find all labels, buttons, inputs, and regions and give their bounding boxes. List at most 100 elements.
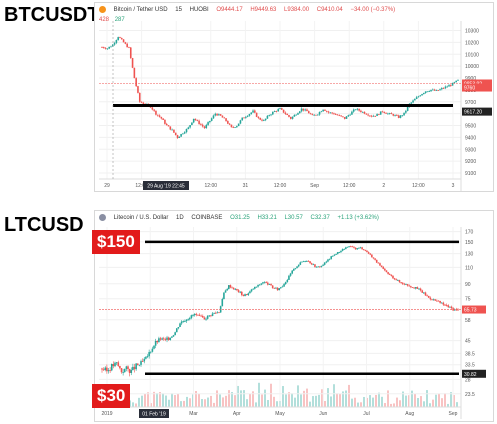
btc-chart-svg[interactable]: 1030010200101001000099009800970096009500…: [95, 3, 493, 191]
candle-body: [370, 115, 373, 117]
candle-body: [405, 110, 407, 113]
candle-body: [114, 362, 116, 367]
candle-body: [421, 94, 423, 96]
candle-body: [140, 361, 142, 365]
candle-body: [278, 288, 280, 291]
candle-body: [319, 266, 321, 268]
candle-body: [115, 362, 118, 364]
candle-body: [230, 124, 233, 128]
candle-body: [306, 260, 308, 262]
candle-body: [351, 111, 353, 115]
candle-body: [127, 366, 129, 369]
x-tick-label: May: [275, 411, 285, 417]
candle-body: [328, 258, 331, 260]
candle-body: [126, 43, 128, 48]
volume-bar: [321, 389, 323, 407]
candle-body: [403, 112, 405, 116]
candle-body: [192, 315, 194, 316]
candle-body: [140, 101, 143, 103]
x-tick-label: Apr: [233, 411, 241, 417]
candle-body: [211, 313, 214, 316]
candle-body: [288, 275, 290, 280]
candle-body: [358, 108, 360, 111]
ltc-chart-svg[interactable]: 1701501301109075584538.533.52823.52019Fe…: [95, 211, 493, 421]
candle-body: [304, 261, 306, 263]
candle-body: [288, 115, 290, 117]
candle-body: [164, 119, 166, 124]
volume-bar: [135, 403, 137, 407]
volume-bar: [405, 395, 407, 407]
candle-body: [433, 89, 436, 91]
candle-body: [449, 306, 451, 308]
candle-body: [437, 90, 440, 92]
x-tick-label: Sep: [310, 183, 319, 189]
volume-bar: [207, 397, 209, 407]
candle-body: [335, 254, 337, 255]
candle-body: [281, 286, 284, 288]
candle-body: [174, 332, 176, 336]
candle-body: [239, 291, 241, 293]
volume-bar: [456, 402, 458, 407]
candle-body: [123, 369, 126, 373]
candle-body: [208, 315, 211, 317]
candle-body: [228, 123, 231, 125]
volume-bar: [270, 383, 272, 407]
candle-body: [189, 125, 191, 128]
candle-body: [130, 370, 133, 373]
candle-body: [236, 288, 238, 291]
candle-body: [324, 109, 326, 111]
candle-body: [225, 118, 227, 122]
candle-body: [117, 362, 120, 366]
candle-body: [146, 356, 149, 357]
candle-body: [190, 315, 193, 319]
candle-body: [153, 109, 155, 111]
volume-bar: [267, 400, 269, 407]
candle-body: [252, 110, 254, 113]
candle-body: [109, 370, 111, 371]
candle-body: [385, 112, 387, 114]
candle-body: [171, 129, 173, 131]
candle-body: [297, 113, 299, 115]
candle-body: [291, 270, 293, 274]
candle-body: [117, 37, 119, 41]
y-tick-label: 33.5: [465, 363, 475, 369]
candle-body: [138, 364, 141, 366]
candle-body: [232, 287, 235, 290]
candle-body: [227, 121, 229, 124]
candle-body: [244, 294, 246, 297]
candle-body: [354, 109, 357, 111]
volume-bar: [204, 399, 206, 407]
candle-body: [101, 47, 103, 48]
candle-body: [187, 127, 190, 129]
btc-exchange: HUOBI: [189, 7, 209, 13]
candle-body: [440, 302, 443, 304]
candle-body: [320, 265, 323, 267]
x-tick-label: 2019: [101, 411, 112, 417]
volume-bar: [450, 392, 452, 407]
volume-bar: [162, 393, 164, 407]
volume-bar: [225, 395, 227, 407]
volume-bar: [138, 397, 140, 407]
candle-body: [351, 246, 354, 248]
volume-bar: [426, 390, 428, 407]
candle-body: [275, 287, 277, 289]
candle-body: [286, 113, 288, 116]
volume-bar: [180, 401, 182, 407]
candle-body: [151, 348, 154, 352]
volume-bar: [444, 393, 446, 407]
candle-body: [309, 113, 312, 115]
candle-body: [361, 111, 364, 113]
candle-body: [167, 337, 170, 340]
candle-body: [334, 114, 337, 115]
volume-bar: [402, 391, 404, 407]
volume-bar: [177, 393, 179, 407]
candle-body: [133, 67, 136, 79]
candle-body: [371, 254, 373, 258]
candle-body: [293, 114, 296, 117]
btc-change: −34.00 (−0.37%): [350, 7, 396, 13]
volume-bar: [165, 395, 167, 407]
candle-body: [214, 312, 217, 314]
candle-body: [169, 126, 172, 130]
volume-bar: [282, 386, 284, 407]
x-tick-label: Jun: [319, 411, 327, 417]
